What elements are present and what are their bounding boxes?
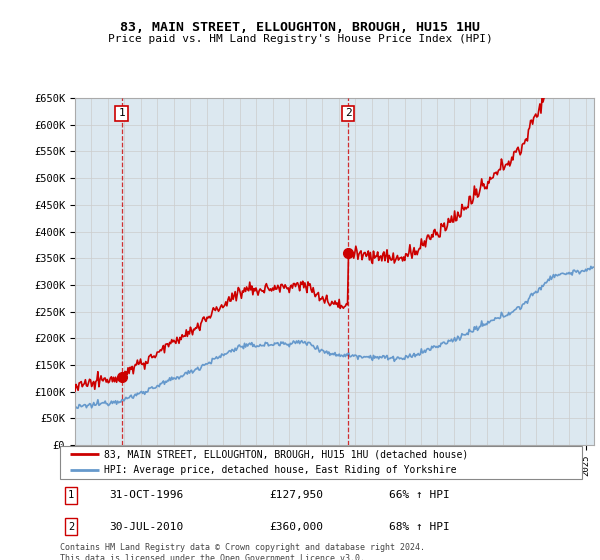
Text: 30-JUL-2010: 30-JUL-2010 [110,521,184,531]
Text: 83, MAIN STREET, ELLOUGHTON, BROUGH, HU15 1HU (detached house): 83, MAIN STREET, ELLOUGHTON, BROUGH, HU1… [104,449,469,459]
Text: £127,950: £127,950 [269,491,323,501]
Text: 1: 1 [118,109,125,118]
Text: 83, MAIN STREET, ELLOUGHTON, BROUGH, HU15 1HU: 83, MAIN STREET, ELLOUGHTON, BROUGH, HU1… [120,21,480,34]
Text: HPI: Average price, detached house, East Riding of Yorkshire: HPI: Average price, detached house, East… [104,465,457,475]
Text: 68% ↑ HPI: 68% ↑ HPI [389,521,449,531]
Text: 2: 2 [345,109,352,118]
Text: 1: 1 [68,491,74,501]
Text: Contains HM Land Registry data © Crown copyright and database right 2024.
This d: Contains HM Land Registry data © Crown c… [60,543,425,560]
Text: Price paid vs. HM Land Registry's House Price Index (HPI): Price paid vs. HM Land Registry's House … [107,34,493,44]
Text: 31-OCT-1996: 31-OCT-1996 [110,491,184,501]
FancyBboxPatch shape [60,446,582,479]
Text: 2: 2 [68,521,74,531]
Text: 66% ↑ HPI: 66% ↑ HPI [389,491,449,501]
Text: £360,000: £360,000 [269,521,323,531]
